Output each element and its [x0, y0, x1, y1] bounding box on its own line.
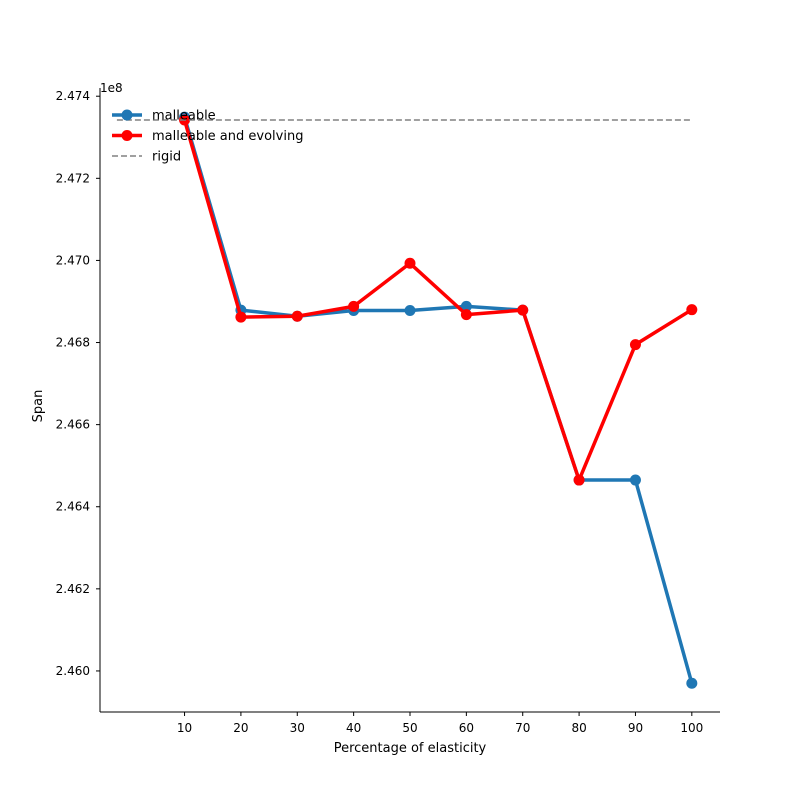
data-point-malleable-and-evolving [517, 304, 529, 316]
legend-marker-malleable [121, 109, 133, 121]
data-point-malleable-and-evolving [686, 304, 698, 316]
x-tick-label: 20 [233, 721, 248, 735]
y-axis-label: Span [31, 390, 46, 423]
x-tick-label: 60 [459, 721, 474, 735]
y-tick-label: 2.472 [56, 171, 90, 185]
y-tick-label: 2.464 [56, 500, 90, 514]
legend-label-malleable: malleable [152, 109, 216, 124]
data-point-malleable-and-evolving [573, 474, 585, 486]
x-tick-label: 70 [515, 721, 530, 735]
data-point-malleable-and-evolving [348, 300, 360, 312]
data-point-malleable-and-evolving [460, 309, 472, 321]
legend-marker-malleable-and-evolving [121, 130, 133, 141]
series-malleable-and-evolving [179, 114, 698, 486]
data-point-malleable [404, 305, 416, 317]
y-tick-label: 2.462 [56, 582, 90, 596]
series-line-malleable-and-evolving [182, 119, 693, 482]
data-point-malleable [460, 300, 472, 312]
y-tick-label: 2.468 [56, 336, 90, 350]
data-point-malleable-and-evolving [404, 257, 416, 269]
x-axis-label: Percentage of elasticity [334, 741, 487, 756]
series-malleable [179, 111, 698, 689]
y-tick-label: 2.470 [56, 253, 90, 267]
x-tick-label: 30 [290, 721, 305, 735]
legend-label-rigid: rigid [152, 150, 181, 165]
data-point-malleable [629, 474, 641, 486]
y-tick-label: 2.474 [56, 89, 90, 103]
y-axis-multiplier: 1e8 [100, 81, 123, 95]
plot-area [116, 111, 698, 689]
x-tick-label: 10 [177, 721, 192, 735]
x-tick-label: 80 [571, 721, 586, 735]
y-tick-label: 2.460 [56, 664, 90, 678]
y-tick-label: 2.466 [56, 418, 90, 432]
x-tick-label: 100 [680, 721, 703, 735]
data-point-malleable-and-evolving [291, 310, 303, 322]
series-line-malleable [182, 116, 694, 684]
data-point-malleable-and-evolving [235, 311, 247, 323]
legend-label-malleable-and-evolving: malleable and evolving [152, 129, 303, 144]
legend: malleable malleable and evolving rigid [112, 109, 303, 165]
x-tick-label: 90 [628, 721, 643, 735]
data-point-malleable-and-evolving [629, 339, 641, 351]
x-tick-label: 40 [346, 721, 361, 735]
data-point-malleable [686, 677, 698, 689]
x-tick-label: 50 [402, 721, 417, 735]
axes: 10 20 30 40 50 60 70 80 90 100 2.460 2.462 2.464 2.46… [56, 88, 720, 735]
